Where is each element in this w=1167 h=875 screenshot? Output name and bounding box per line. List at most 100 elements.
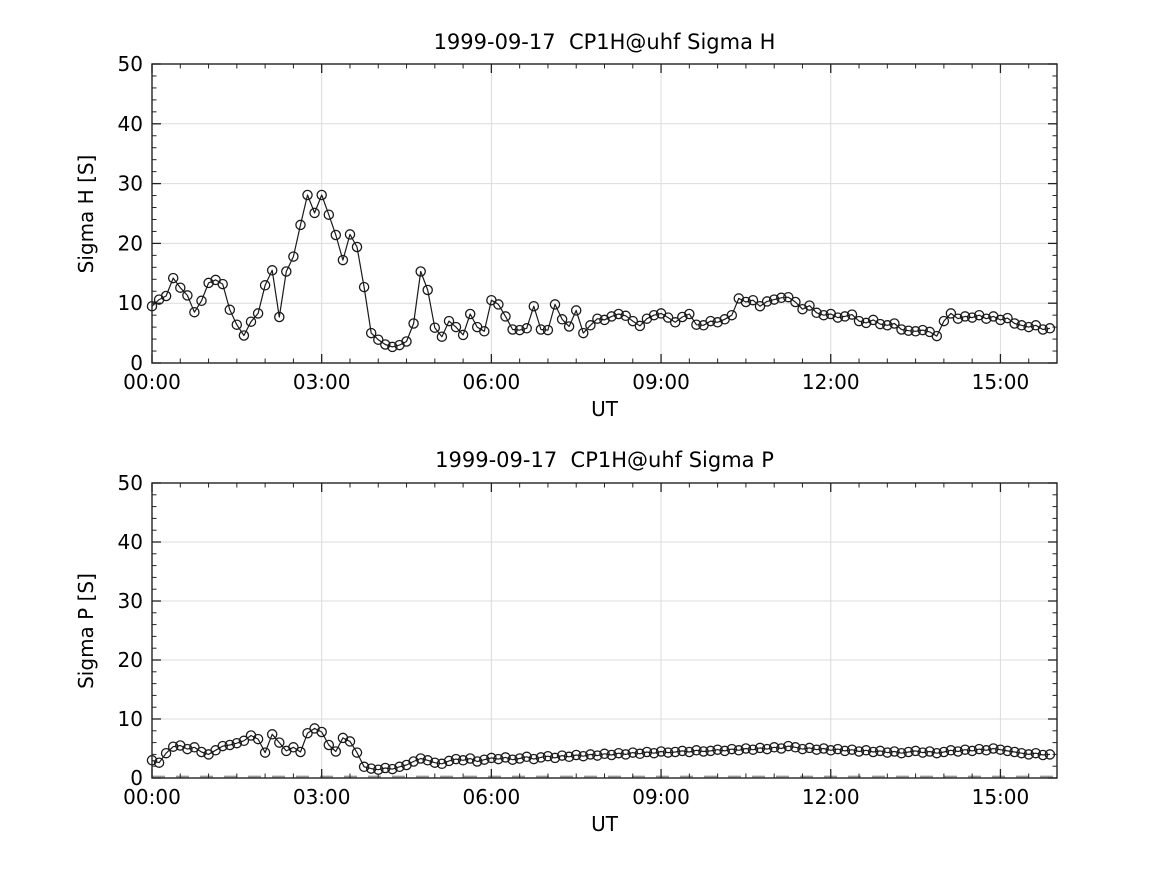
data-point-marker bbox=[1030, 747, 1042, 759]
data-point-marker bbox=[853, 315, 865, 327]
y-tick-label: 40 bbox=[118, 112, 143, 136]
data-point-marker bbox=[705, 315, 716, 327]
data-point-marker bbox=[365, 763, 377, 774]
data-point-marker bbox=[585, 749, 596, 760]
data-point-marker bbox=[521, 751, 532, 763]
data-point-marker bbox=[549, 299, 561, 310]
data-point-marker bbox=[825, 745, 837, 756]
data-point-marker bbox=[981, 313, 992, 324]
data-point-marker bbox=[1009, 318, 1020, 329]
data-point-marker bbox=[655, 746, 667, 757]
data-point-marker bbox=[768, 742, 780, 753]
data-point-marker bbox=[910, 326, 921, 337]
data-point-marker bbox=[896, 324, 907, 335]
y-tick-label: 50 bbox=[118, 471, 143, 495]
y-tick-label: 20 bbox=[118, 231, 143, 255]
data-point-marker bbox=[634, 320, 646, 332]
data-point-marker bbox=[203, 277, 214, 289]
data-point-marker bbox=[153, 757, 165, 768]
data-point-marker bbox=[436, 758, 448, 770]
data-point-marker bbox=[330, 746, 342, 757]
data-point-marker bbox=[988, 743, 999, 754]
data-point-marker bbox=[719, 745, 730, 757]
y-tick-label: 40 bbox=[118, 530, 143, 554]
data-point-marker bbox=[486, 752, 497, 764]
data-point-marker bbox=[351, 241, 363, 253]
y-tick-label: 50 bbox=[118, 52, 143, 76]
data-point-marker bbox=[910, 745, 921, 757]
data-point-marker bbox=[783, 291, 794, 303]
data-point-marker bbox=[896, 747, 907, 759]
data-point-marker bbox=[1044, 749, 1056, 760]
data-point-marker bbox=[570, 305, 582, 316]
bottom-chart-y-axis-label: Sigma P [S] bbox=[74, 573, 98, 689]
data-point-marker bbox=[839, 311, 851, 322]
data-point-marker bbox=[160, 290, 172, 302]
data-point-marker bbox=[662, 312, 674, 323]
data-point-marker bbox=[627, 315, 639, 327]
data-point-marker bbox=[1009, 746, 1020, 758]
data-point-marker bbox=[966, 745, 978, 757]
data-point-marker bbox=[309, 207, 320, 219]
data-point-marker bbox=[167, 272, 179, 284]
data-point-marker bbox=[578, 750, 589, 762]
data-point-marker bbox=[634, 748, 646, 760]
data-point-marker bbox=[613, 308, 624, 320]
data-point-marker bbox=[259, 747, 271, 758]
data-point-marker bbox=[245, 316, 257, 327]
data-point-marker bbox=[563, 321, 575, 332]
data-point-marker bbox=[302, 727, 313, 739]
data-point-marker bbox=[959, 744, 971, 755]
data-point-marker bbox=[889, 318, 900, 329]
data-point-marker bbox=[365, 327, 377, 339]
data-point-marker bbox=[450, 321, 462, 333]
data-point-marker bbox=[797, 743, 808, 755]
data-point-marker bbox=[917, 747, 928, 758]
data-point-marker bbox=[783, 740, 794, 752]
data-point-marker bbox=[436, 331, 448, 342]
data-point-marker bbox=[266, 729, 278, 740]
data-point-marker bbox=[344, 229, 356, 240]
data-point-marker bbox=[217, 740, 228, 752]
data-point-marker bbox=[323, 739, 335, 751]
data-point-marker bbox=[500, 311, 511, 322]
data-point-marker bbox=[754, 300, 766, 312]
data-point-marker bbox=[867, 746, 879, 758]
data-point-marker bbox=[160, 747, 172, 759]
data-point-marker bbox=[189, 742, 200, 753]
x-tick-label: 06:00 bbox=[463, 785, 521, 809]
data-point-marker bbox=[358, 761, 370, 773]
data-point-marker bbox=[493, 299, 504, 310]
data-point-marker bbox=[252, 733, 264, 745]
data-point-marker bbox=[790, 296, 801, 308]
y-tick-label: 10 bbox=[118, 707, 143, 731]
data-point-marker bbox=[1002, 312, 1013, 324]
data-point-marker bbox=[613, 747, 624, 759]
data-point-marker bbox=[592, 313, 603, 324]
x-tick-label: 15:00 bbox=[972, 370, 1030, 394]
data-point-marker bbox=[252, 308, 264, 319]
data-point-marker bbox=[973, 743, 985, 755]
data-point-marker bbox=[295, 746, 306, 758]
data-point-marker bbox=[677, 745, 688, 757]
data-point-marker bbox=[705, 745, 716, 757]
data-point-marker bbox=[691, 745, 702, 756]
axes-frame bbox=[151, 63, 1058, 364]
data-point-marker bbox=[846, 309, 858, 320]
data-point-marker bbox=[422, 755, 433, 766]
top-chart-title: 1999-09-17 CP1H@uhf Sigma H bbox=[433, 30, 776, 54]
data-point-marker bbox=[443, 315, 455, 327]
data-point-marker bbox=[224, 739, 236, 751]
data-point-marker bbox=[450, 753, 462, 765]
y-tick-label: 30 bbox=[118, 172, 143, 196]
data-point-marker bbox=[945, 745, 957, 756]
data-point-marker bbox=[274, 311, 285, 323]
data-point-marker bbox=[528, 300, 540, 312]
y-tick-label: 10 bbox=[118, 291, 143, 315]
data-point-marker bbox=[464, 753, 476, 764]
data-point-marker bbox=[337, 254, 349, 266]
data-point-marker bbox=[507, 754, 518, 765]
x-tick-label: 12:00 bbox=[802, 370, 860, 394]
data-point-marker bbox=[288, 742, 299, 753]
data-point-marker bbox=[316, 726, 327, 738]
